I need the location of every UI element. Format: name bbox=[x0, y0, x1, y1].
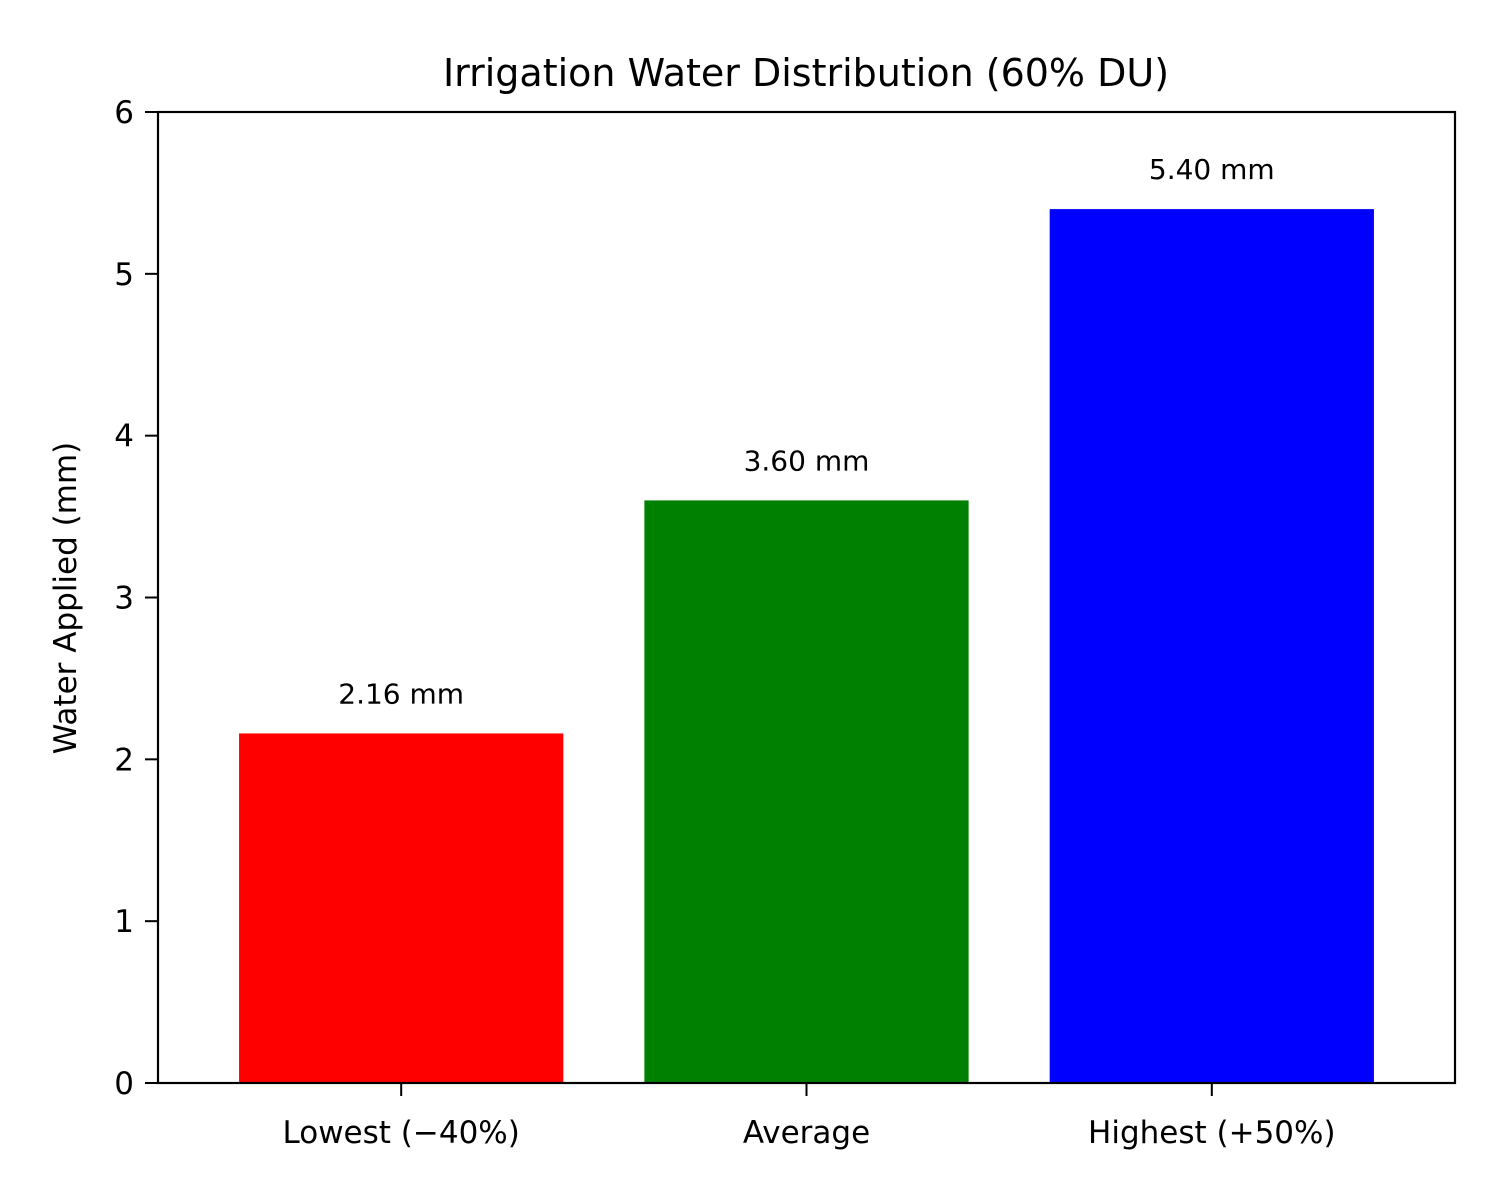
y-tick-label-0: 0 bbox=[114, 1066, 134, 1102]
y-tick-label-5: 5 bbox=[114, 257, 134, 293]
x-tick-label-1: Lowest (−40%) bbox=[283, 1115, 520, 1151]
bars-layer: 2.16 mm 3.60 mm 5.40 mm bbox=[239, 153, 1374, 1084]
y-tick-label-1: 1 bbox=[114, 904, 134, 940]
y-tick-label-2: 2 bbox=[114, 742, 134, 778]
plot-area-frame bbox=[156, 110, 1457, 1085]
y-axis-label: Water Applied (mm) bbox=[48, 442, 84, 754]
bar-value-label-3: 5.40 mm bbox=[1149, 153, 1275, 186]
x-tick-label-3: Highest (+50%) bbox=[1088, 1115, 1336, 1151]
y-tick-label-4: 4 bbox=[114, 419, 134, 455]
bar-1 bbox=[239, 733, 564, 1083]
bar-value-label-1: 2.16 mm bbox=[338, 677, 464, 710]
bar-2 bbox=[644, 500, 969, 1083]
bar-3 bbox=[1049, 209, 1374, 1084]
y-tick-label-6: 6 bbox=[114, 95, 134, 131]
x-tick-label-2: Average bbox=[743, 1115, 870, 1151]
ticks-layer: Lowest (−40%) Average Highest (+50%) 0 1 2 3 4 5… bbox=[114, 95, 1335, 1151]
chart-title: Irrigation Water Distribution (60% DU) bbox=[443, 51, 1169, 95]
y-tick-label-3: 3 bbox=[114, 581, 134, 617]
bar-value-label-2: 3.60 mm bbox=[744, 444, 870, 477]
